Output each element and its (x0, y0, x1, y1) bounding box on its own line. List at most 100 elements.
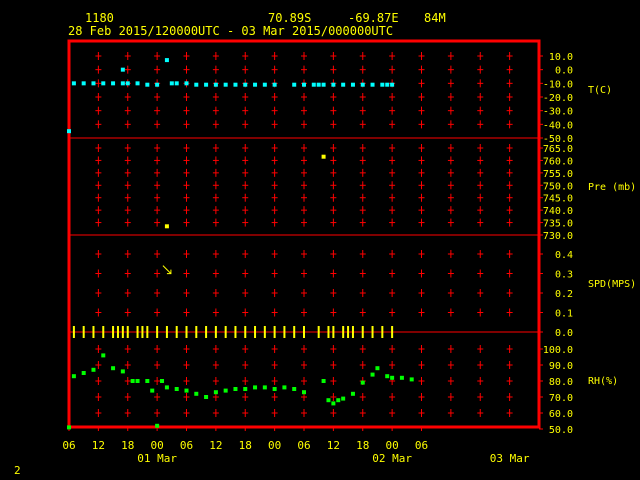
relative_humidity-point (150, 388, 155, 393)
panel-label: T(C) (588, 85, 612, 96)
temperature-point (111, 81, 116, 86)
y-tick-label: 0.4 (555, 250, 573, 261)
relative_humidity-point (81, 371, 86, 375)
relative_humidity-point (91, 367, 96, 372)
x-tick-label: 06 (62, 439, 75, 452)
day-label: 01 Mar (137, 452, 177, 465)
relative_humidity-point (262, 385, 267, 390)
y-tick-label: 745.0 (543, 194, 573, 205)
station-id: 1180 (85, 11, 114, 25)
x-tick-label: 12 (92, 439, 105, 452)
relative_humidity-point (71, 374, 76, 379)
relative_humidity-point (272, 387, 277, 391)
relative_humidity-point (390, 375, 395, 380)
relative_humidity-point (302, 390, 306, 395)
y-tick-label: 50.0 (549, 425, 573, 436)
relative_humidity-point (233, 387, 238, 391)
temperature-point (135, 81, 140, 86)
temperature-point (262, 82, 267, 87)
relative_humidity-point (155, 423, 160, 428)
temperature-point (350, 82, 355, 87)
y-tick-label: 760.0 (543, 156, 573, 167)
temperature-point (341, 82, 346, 87)
x-tick-label: 12 (327, 439, 340, 452)
pressure-point (321, 154, 326, 159)
relative_humidity-point (409, 377, 414, 382)
relative_humidity-point (253, 385, 258, 390)
y-tick-label: -10.0 (543, 79, 573, 90)
temperature-point (164, 58, 169, 63)
x-tick-label: 00 (268, 439, 281, 452)
relative_humidity-point (326, 398, 331, 403)
x-tick-label: 00 (151, 439, 164, 452)
y-tick-label: -20.0 (543, 93, 573, 104)
relative_humidity-point (101, 353, 106, 358)
relative_humidity-point (321, 379, 326, 383)
longitude: -69.87E (348, 11, 399, 25)
relative_humidity-point (111, 366, 116, 371)
relative_humidity-point (67, 425, 71, 430)
relative_humidity-point (243, 387, 248, 391)
relative_humidity-point (360, 380, 365, 385)
temperature-point (390, 82, 395, 87)
relative_humidity-point (341, 396, 346, 401)
temperature-point (91, 81, 96, 86)
y-tick-label: -30.0 (543, 107, 573, 118)
y-tick-label: -50.0 (543, 134, 573, 145)
panel-label: RH(%) (588, 376, 618, 387)
latitude: 70.89S (268, 11, 312, 25)
temperature-point (380, 82, 385, 87)
temperature-point (370, 82, 375, 87)
day-label: 02 Mar (372, 452, 412, 465)
relative_humidity-point (160, 379, 165, 383)
temperature-point (223, 82, 228, 87)
relative_humidity-point (120, 369, 125, 374)
y-tick-label: 765.0 (543, 144, 573, 155)
temperature-point (360, 82, 365, 87)
relative_humidity-point (135, 379, 140, 383)
y-tick-label: 10.0 (549, 52, 573, 63)
y-tick-label: 730.0 (543, 231, 573, 242)
temperature-point (194, 82, 199, 87)
temperature-point (243, 82, 248, 87)
y-tick-label: 80.0 (549, 377, 573, 388)
x-tick-label: 12 (209, 439, 222, 452)
relative_humidity-point (223, 388, 228, 393)
relative_humidity-point (194, 391, 199, 396)
y-tick-label: 735.0 (543, 219, 573, 230)
x-tick-label: 06 (415, 439, 428, 452)
temperature-point (169, 81, 174, 86)
y-tick-label: 750.0 (543, 181, 573, 192)
relative_humidity-point (204, 395, 209, 399)
y-tick-label: 70.0 (549, 393, 573, 404)
panel-label: SPD(MPS) (588, 279, 636, 290)
y-tick-label: 755.0 (543, 169, 573, 180)
y-tick-label: 60.0 (549, 409, 573, 420)
temperature-point (272, 82, 277, 87)
y-tick-label: 0.1 (555, 309, 573, 320)
temperature-point (204, 82, 209, 87)
temperature-point (302, 82, 306, 87)
y-tick-label: 100.0 (543, 345, 573, 356)
panel-label: Pre (mb) (588, 182, 636, 193)
x-tick-label: 06 (180, 439, 193, 452)
temperature-point (155, 82, 160, 87)
relative_humidity-point (184, 388, 189, 393)
y-tick-label: -40.0 (543, 120, 573, 131)
relative_humidity-point (145, 379, 150, 383)
temperature-point (174, 81, 179, 86)
pressure-point (164, 224, 169, 229)
temperature-point (145, 82, 150, 87)
x-tick-label: 18 (239, 439, 252, 452)
relative_humidity-point (375, 366, 380, 371)
temperature-point (331, 82, 336, 87)
x-tick-label: 00 (386, 439, 399, 452)
page-number: 2 (14, 464, 21, 477)
x-tick-label: 18 (121, 439, 134, 452)
temperature-point (71, 81, 76, 86)
wind-arrow-head (166, 269, 172, 275)
y-tick-label: 740.0 (543, 206, 573, 217)
temperature-point (213, 82, 218, 87)
relative_humidity-point (174, 387, 179, 391)
